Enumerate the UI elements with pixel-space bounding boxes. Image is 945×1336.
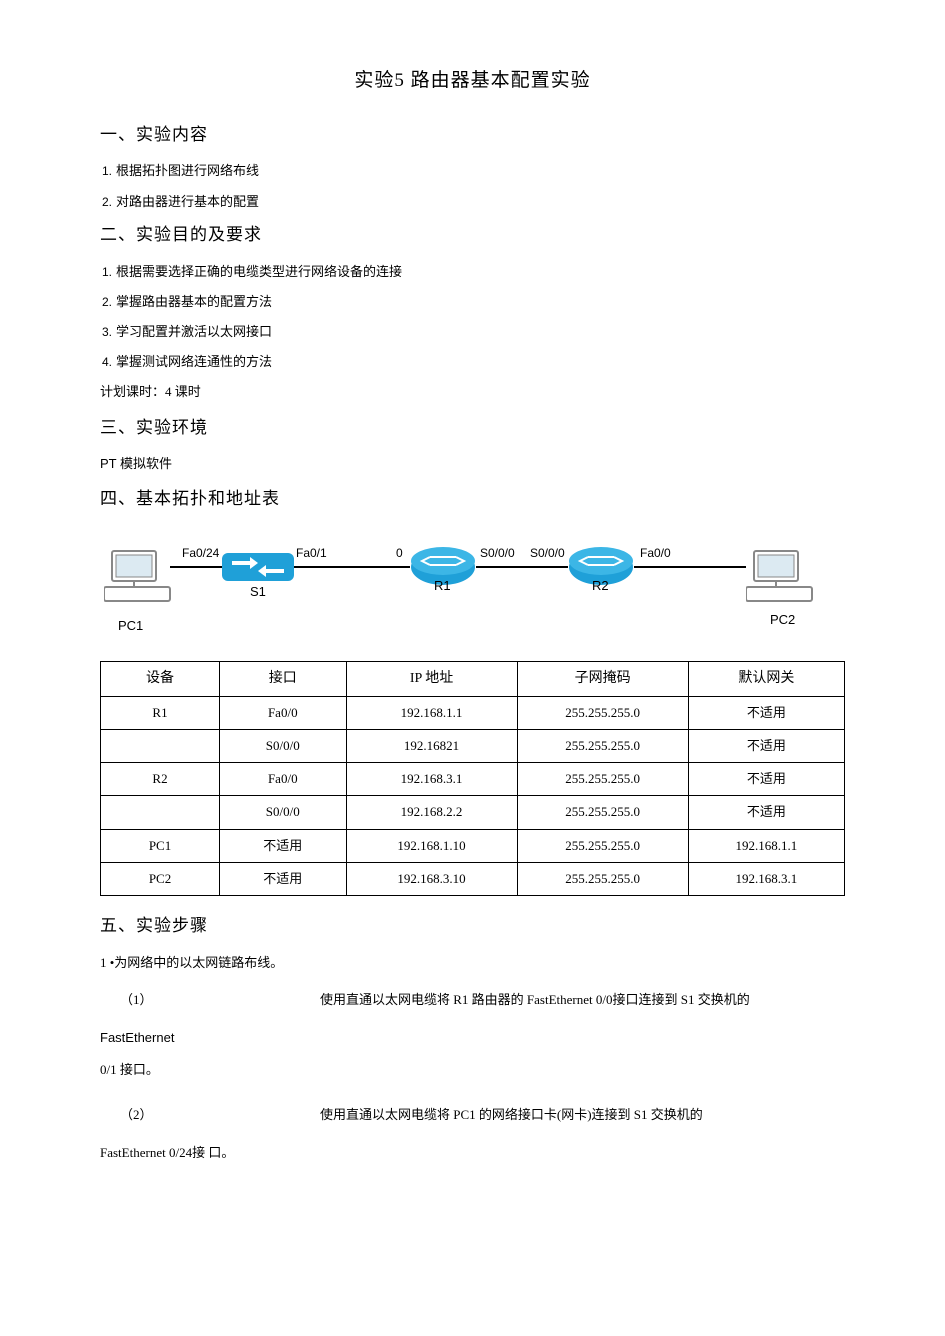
th: 默认网关 [688, 662, 844, 697]
th: 设备 [101, 662, 220, 697]
link-line [294, 565, 410, 569]
pc-icon [746, 547, 814, 605]
td: 255.255.255.0 [517, 696, 688, 729]
sec3-note: PT 模拟软件 [100, 455, 845, 473]
table-row: PC1不适用192.168.1.10255.255.255.0192.168.1… [101, 829, 845, 862]
s000a-label: S0/0/0 [480, 545, 515, 562]
td: R2 [101, 763, 220, 796]
td: 192.168.3.1 [346, 763, 517, 796]
sub2-num: （2） [100, 1101, 320, 1130]
td: 不适用 [688, 763, 844, 796]
td: 不适用 [220, 862, 346, 895]
th: 子网掩码 [517, 662, 688, 697]
td: 255.255.255.0 [517, 862, 688, 895]
sec2-heading: 二、实验目的及要求 [100, 223, 845, 247]
sec1-heading: 一、实验内容 [100, 123, 845, 147]
th: 接口 [220, 662, 346, 697]
td: 192.168.2.2 [346, 796, 517, 829]
table-row: S0/0/0192.16821255.255.255.0不适用 [101, 730, 845, 763]
pc1-label: PC1 [118, 617, 143, 635]
td: 192.16821 [346, 730, 517, 763]
step1: 1 •为网络中的以太网链路布线。 [100, 954, 845, 972]
sec2-item-text: 根据需要选择正确的电缆类型进行网络设备的连接 [116, 264, 402, 279]
topology-diagram: PC1 Fa0/24 S1 Fa0/1 0 R1 S0/0/0 S0/0/0 R… [100, 527, 845, 657]
td: 不适用 [688, 696, 844, 729]
table-row: R2Fa0/0192.168.3.1255.255.255.0不适用 [101, 763, 845, 796]
sub2-cont: FastEthernet 0/24接 口。 [100, 1144, 845, 1162]
td: 不适用 [688, 796, 844, 829]
sec2-item-text: 掌握测试网络连通性的方法 [116, 354, 272, 369]
s1-label: S1 [250, 583, 266, 601]
td: 255.255.255.0 [517, 730, 688, 763]
td: 255.255.255.0 [517, 763, 688, 796]
td: R1 [101, 696, 220, 729]
sub2: （2）使用直通以太网电缆将 PC1 的网络接口卡(网卡)连接到 S1 交换机的 [100, 1101, 845, 1130]
link-line [476, 565, 568, 569]
r2-label: R2 [592, 577, 609, 595]
sec3-heading: 三、实验环境 [100, 416, 845, 440]
td: PC2 [101, 862, 220, 895]
sec1-item-text: 根据拓扑图进行网络布线 [116, 163, 259, 178]
td: 192.168.1.1 [346, 696, 517, 729]
table-body: R1Fa0/0192.168.1.1255.255.255.0不适用S0/0/0… [101, 696, 845, 895]
sub1-text: 使用直通以太网电缆将 R1 路由器的 FastEthernet 0/0接口连接到… [320, 992, 750, 1007]
table-row: PC2不适用192.168.3.10255.255.255.0192.168.3… [101, 862, 845, 895]
sec1-item-text: 对路由器进行基本的配置 [116, 194, 259, 209]
td: S0/0/0 [220, 796, 346, 829]
sub1-cont: FastEthernet [100, 1029, 845, 1047]
td: 192.168.1.10 [346, 829, 517, 862]
td: 不适用 [688, 730, 844, 763]
td [101, 730, 220, 763]
link-line [170, 565, 224, 569]
td: 192.168.3.1 [688, 862, 844, 895]
td: S0/0/0 [220, 730, 346, 763]
td: Fa0/0 [220, 696, 346, 729]
sec1-item: 2.对路由器进行基本的配置 [100, 193, 845, 211]
td: 255.255.255.0 [517, 829, 688, 862]
td: 不适用 [220, 829, 346, 862]
r1-label: R1 [434, 577, 451, 595]
td: PC1 [101, 829, 220, 862]
td: Fa0/0 [220, 763, 346, 796]
td [101, 796, 220, 829]
pc2-label: PC2 [770, 611, 795, 629]
td: 192.168.3.10 [346, 862, 517, 895]
td: 192.168.1.1 [688, 829, 844, 862]
sec2-item: 4.掌握测试网络连通性的方法 [100, 353, 845, 371]
sub2-text: 使用直通以太网电缆将 PC1 的网络接口卡(网卡)连接到 S1 交换机的 [320, 1107, 703, 1122]
switch-icon [222, 547, 294, 587]
s000b-label: S0/0/0 [530, 545, 565, 562]
zero-label: 0 [396, 545, 403, 562]
sec4-heading: 四、基本拓扑和地址表 [100, 487, 845, 511]
td: 255.255.255.0 [517, 796, 688, 829]
fa01-label: Fa0/1 [296, 545, 327, 562]
addressing-table: 设备 接口 IP 地址 子网掩码 默认网关 R1Fa0/0192.168.1.1… [100, 661, 845, 896]
sub1: （1）使用直通以太网电缆将 R1 路由器的 FastEthernet 0/0接口… [100, 986, 845, 1015]
table-row: S0/0/0192.168.2.2255.255.255.0不适用 [101, 796, 845, 829]
doc-title: 实验5 路由器基本配置实验 [100, 68, 845, 95]
sub1-num: （1） [100, 986, 320, 1015]
sec2-item: 3.学习配置并激活以太网接口 [100, 323, 845, 341]
fa024-label: Fa0/24 [182, 545, 219, 562]
table-row: R1Fa0/0192.168.1.1255.255.255.0不适用 [101, 696, 845, 729]
sub1-cont2: 0/1 接口。 [100, 1061, 845, 1079]
sec2-item-text: 学习配置并激活以太网接口 [116, 324, 272, 339]
sec5-heading: 五、实验步骤 [100, 914, 845, 938]
sec1-item: 1.根据拓扑图进行网络布线 [100, 162, 845, 180]
th: IP 地址 [346, 662, 517, 697]
sec2-item: 2.掌握路由器基本的配置方法 [100, 293, 845, 311]
sec2-note: 计划课时：4 课时 [100, 383, 845, 401]
table-header-row: 设备 接口 IP 地址 子网掩码 默认网关 [101, 662, 845, 697]
sec2-item-text: 掌握路由器基本的配置方法 [116, 294, 272, 309]
sec2-item: 1.根据需要选择正确的电缆类型进行网络设备的连接 [100, 263, 845, 281]
fa00-label: Fa0/0 [640, 545, 671, 562]
pc-icon [104, 547, 172, 605]
link-line [634, 565, 746, 569]
